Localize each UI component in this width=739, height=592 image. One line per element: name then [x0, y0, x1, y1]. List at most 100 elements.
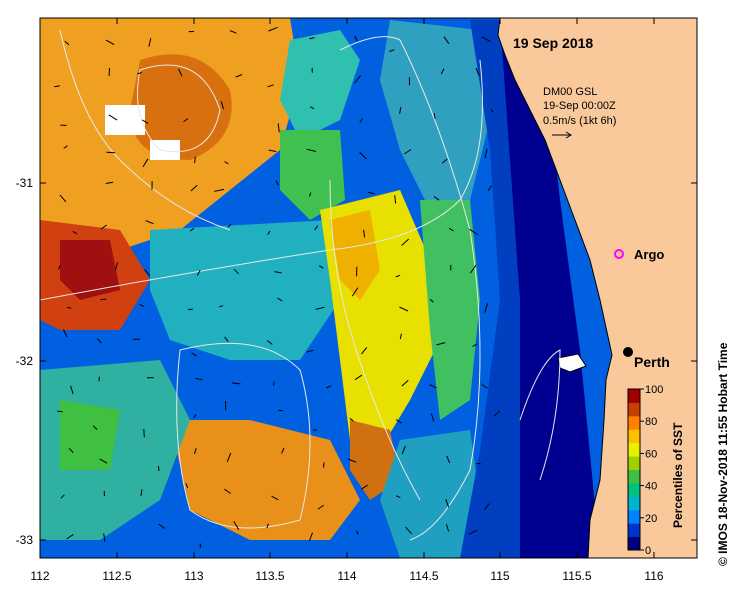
- colorbar-swatch: [628, 509, 640, 524]
- current-arrow: [235, 74, 243, 78]
- current-arrow: [446, 455, 451, 464]
- current-arrow: [469, 264, 477, 274]
- current-arrow: [278, 409, 284, 412]
- city-label: Perth: [634, 354, 670, 370]
- current-arrow: [100, 298, 107, 301]
- current-arrow: [436, 342, 446, 346]
- date-title: 19 Sep 2018: [513, 35, 593, 51]
- ocean-field: [40, 18, 697, 558]
- current-arrow: [468, 529, 478, 535]
- current-arrow: [349, 417, 354, 422]
- current-arrow: [318, 265, 324, 269]
- current-arrow: [310, 106, 315, 110]
- current-arrow: [220, 101, 224, 110]
- current-arrow: [267, 340, 273, 345]
- current-arrow: [354, 35, 358, 42]
- model-time: 19-Sep 00:00Z: [543, 100, 616, 112]
- model-label: DM00 GSL: [543, 86, 597, 98]
- current-arrow: [315, 306, 325, 310]
- current-arrow: [487, 185, 493, 192]
- current-arrow: [306, 349, 314, 353]
- current-arrow: [142, 158, 149, 168]
- credit-text: © IMOS 18-Nov-2018 11:55 Hobart Time: [716, 342, 730, 566]
- x-tick-label: 112.5: [102, 569, 131, 583]
- current-arrow: [359, 152, 367, 160]
- current-arrow: [140, 489, 143, 497]
- current-arrow: [399, 306, 409, 312]
- current-arrow: [326, 385, 332, 389]
- colorbar-swatch: [628, 496, 640, 511]
- scale-label: 0.5m/s (1kt 6h): [543, 115, 616, 127]
- colorbar-swatch: [628, 429, 640, 444]
- current-arrow: [443, 36, 450, 44]
- current-arrow: [354, 374, 363, 381]
- current-arrow: [405, 526, 412, 535]
- current-arrow: [68, 447, 74, 453]
- current-arrow: [145, 220, 154, 225]
- current-arrow: [401, 238, 410, 246]
- colorbar-swatch: [628, 415, 640, 430]
- current-arrow: [277, 123, 280, 133]
- current-arrow: [484, 148, 488, 159]
- y-tick-label: -33: [16, 533, 34, 547]
- current-arrow: [308, 192, 312, 197]
- current-arrow: [475, 67, 480, 77]
- current-arrow: [469, 228, 478, 235]
- current-arrow: [268, 149, 277, 152]
- current-arrow: [361, 484, 368, 490]
- current-arrow: [394, 195, 397, 204]
- argo-float-marker: [614, 249, 624, 259]
- current-arrow: [395, 495, 401, 499]
- current-arrow: [445, 523, 450, 532]
- current-arrow: [271, 495, 279, 501]
- current-arrow: [481, 36, 491, 43]
- current-arrow: [224, 336, 229, 342]
- current-arrow: [103, 533, 106, 542]
- current-arrow: [229, 30, 237, 34]
- current-arrow: [72, 230, 78, 235]
- argo-label: Argo: [634, 247, 664, 262]
- current-arrow: [60, 494, 65, 499]
- current-arrow: [189, 227, 195, 232]
- current-arrow: [347, 458, 357, 463]
- current-arrow: [429, 298, 434, 303]
- current-arrow: [274, 271, 282, 274]
- x-tick-label: 112: [30, 569, 49, 583]
- current-arrow: [314, 225, 319, 231]
- contour-line: [59, 29, 231, 231]
- current-arrow: [306, 148, 316, 152]
- contour-line: [137, 64, 221, 153]
- current-arrow: [484, 503, 490, 511]
- current-arrow: [277, 297, 283, 302]
- current-arrow: [142, 119, 149, 124]
- x-tick-label: 113: [184, 569, 203, 583]
- current-arrow: [395, 274, 401, 278]
- current-vectors: [54, 26, 501, 549]
- current-arrow: [194, 156, 196, 163]
- colorbar-tick-label: 100: [645, 384, 663, 396]
- current-arrow: [267, 230, 271, 235]
- current-arrow: [429, 384, 437, 389]
- colorbar-tick-label: 0: [645, 545, 651, 557]
- current-arrow: [266, 523, 269, 529]
- current-arrow: [227, 224, 232, 228]
- current-arrow: [143, 428, 145, 438]
- scale-arrow-head: [565, 131, 572, 139]
- current-arrow: [148, 38, 152, 47]
- colorbar-swatch: [628, 523, 640, 538]
- current-arrow: [368, 191, 375, 195]
- current-arrow: [138, 303, 145, 307]
- australia-land: [497, 18, 697, 558]
- current-arrow: [401, 379, 409, 387]
- current-arrow: [57, 410, 63, 413]
- current-arrow: [309, 37, 315, 40]
- x-tick-label: 114.5: [409, 569, 438, 583]
- x-tick-label: 115: [490, 569, 509, 583]
- current-arrow: [403, 149, 412, 155]
- current-arrow: [268, 26, 278, 32]
- current-arrow: [63, 329, 68, 338]
- colorbar-tick-label: 20: [645, 513, 657, 525]
- current-arrow: [401, 445, 406, 455]
- colorbar-swatch: [628, 456, 640, 470]
